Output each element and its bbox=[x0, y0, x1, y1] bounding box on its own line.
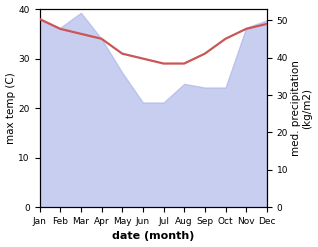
X-axis label: date (month): date (month) bbox=[112, 231, 194, 242]
Y-axis label: med. precipitation
(kg/m2): med. precipitation (kg/m2) bbox=[291, 60, 313, 156]
Y-axis label: max temp (C): max temp (C) bbox=[5, 72, 16, 144]
